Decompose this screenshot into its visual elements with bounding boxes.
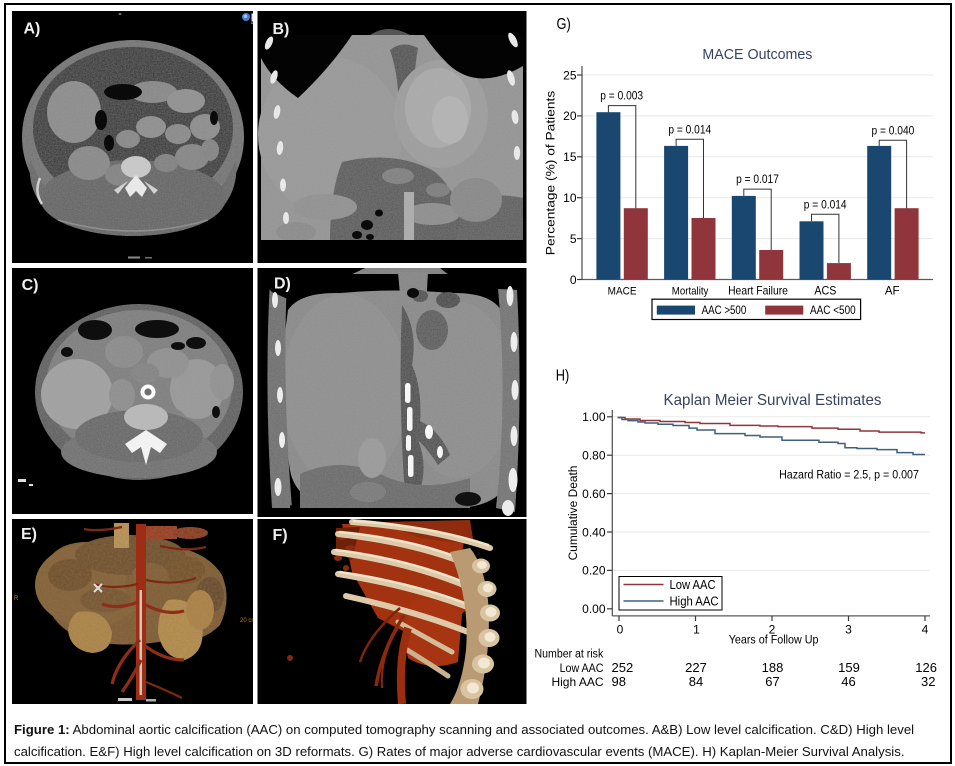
svg-text:H): H)	[556, 367, 570, 385]
svg-text:p = 0.040: p = 0.040	[872, 125, 915, 138]
svg-text:2: 2	[769, 622, 776, 636]
svg-text:B): B)	[273, 21, 290, 38]
svg-text:E): E)	[21, 526, 37, 543]
svg-text:p = 0.003: p = 0.003	[600, 90, 643, 103]
svg-text:227: 227	[685, 660, 707, 675]
svg-text:A): A)	[24, 21, 41, 38]
svg-text:0.20: 0.20	[582, 564, 606, 578]
svg-text:25: 25	[563, 68, 577, 82]
svg-text:0.00: 0.00	[582, 602, 606, 616]
svg-text:p = 0.017: p = 0.017	[736, 174, 779, 187]
svg-text:1.00: 1.00	[582, 410, 606, 424]
svg-text:4: 4	[922, 622, 929, 636]
svg-text:5: 5	[570, 232, 577, 246]
svg-text:0: 0	[617, 622, 624, 636]
svg-text:AAC >500: AAC >500	[702, 304, 747, 317]
svg-text:Low AAC: Low AAC	[560, 662, 604, 675]
svg-text:Low AAC: Low AAC	[670, 577, 716, 592]
svg-text:46: 46	[841, 674, 855, 689]
svg-text:MACE Outcomes: MACE Outcomes	[702, 47, 812, 63]
svg-text:Kaplan Meier Survival Estimate: Kaplan Meier Survival Estimates	[664, 392, 882, 409]
svg-text:Number at risk: Number at risk	[535, 648, 604, 661]
svg-text:0.80: 0.80	[582, 449, 606, 463]
svg-text:20 cm: 20 cm	[240, 618, 256, 624]
svg-text:p = 0.014: p = 0.014	[804, 199, 847, 212]
svg-text:D): D)	[274, 276, 291, 293]
svg-text:188: 188	[762, 660, 784, 675]
svg-text:Mortality: Mortality	[672, 285, 709, 298]
svg-text:C): C)	[22, 277, 39, 294]
svg-text:0: 0	[570, 273, 577, 287]
svg-text:Cumulative Death: Cumulative Death	[566, 466, 580, 561]
svg-text:3: 3	[845, 622, 852, 636]
svg-text:20: 20	[563, 109, 577, 123]
svg-text:G): G)	[557, 16, 571, 34]
svg-text:252: 252	[612, 660, 634, 675]
svg-text:15: 15	[563, 150, 577, 164]
svg-text:32: 32	[921, 674, 935, 689]
svg-text:MACE: MACE	[608, 285, 637, 298]
svg-text:Hazard Ratio = 2.5, p = 0.007: Hazard Ratio = 2.5, p = 0.007	[779, 469, 919, 482]
svg-text:p = 0.014: p = 0.014	[668, 124, 711, 137]
svg-text:Percentage (%) of Patients: Percentage (%) of Patients	[543, 90, 557, 255]
svg-text:0.40: 0.40	[582, 525, 606, 539]
svg-text:98: 98	[612, 674, 626, 689]
svg-text:ACS: ACS	[814, 285, 836, 297]
svg-text:AF: AF	[885, 285, 900, 297]
svg-text:159: 159	[838, 660, 860, 675]
svg-text:High AAC: High AAC	[670, 594, 719, 609]
svg-text:126: 126	[915, 660, 937, 675]
svg-text:10: 10	[563, 191, 577, 205]
svg-text:84: 84	[689, 674, 703, 689]
svg-text:R: R	[14, 596, 19, 602]
svg-text:67: 67	[765, 674, 779, 689]
svg-text:Years of Follow Up: Years of Follow Up	[729, 634, 819, 647]
svg-text:1: 1	[693, 622, 700, 636]
svg-text:F): F)	[273, 527, 288, 544]
svg-text:Heart Failure: Heart Failure	[728, 285, 788, 298]
svg-text:High AAC: High AAC	[551, 675, 603, 689]
svg-text:0.60: 0.60	[582, 487, 606, 501]
svg-text:AAC <500: AAC <500	[810, 304, 856, 317]
